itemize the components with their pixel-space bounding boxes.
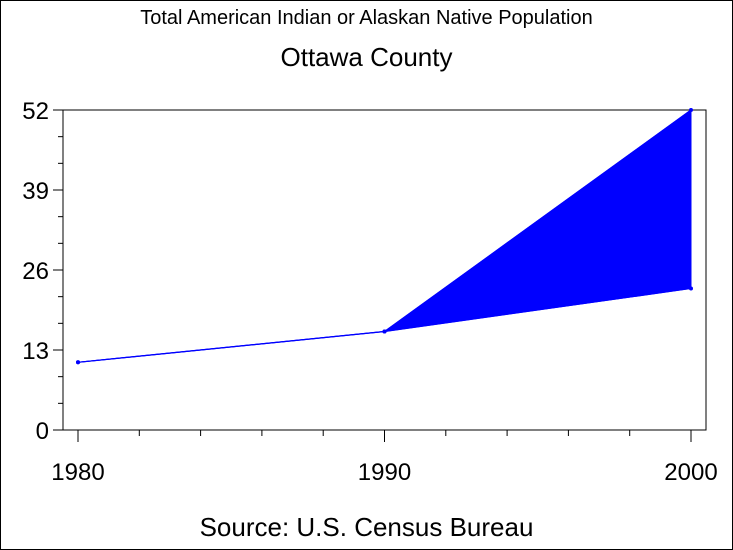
data-point-s2-2000 bbox=[689, 286, 693, 291]
y-tick-label-26: 26 bbox=[22, 258, 49, 285]
data-point-s2-1980 bbox=[76, 360, 80, 365]
y-tick-label-39: 39 bbox=[22, 178, 49, 205]
chart-subtitle: Ottawa County bbox=[280, 42, 453, 72]
x-tick-label-1990: 1990 bbox=[358, 459, 411, 486]
series-fill-area bbox=[77, 109, 692, 363]
data-point-s2-1990 bbox=[382, 329, 387, 334]
chart-source-footer: Source: U.S. Census Bureau bbox=[199, 512, 534, 542]
data-point-s1-2000 bbox=[689, 108, 693, 112]
x-tick-label-1980: 1980 bbox=[51, 459, 104, 486]
chart-title: Total American Indian or Alaskan Native … bbox=[140, 7, 593, 29]
y-tick-label-0: 0 bbox=[36, 418, 49, 445]
y-tick-label-13: 13 bbox=[22, 338, 49, 365]
x-tick-label-2000: 2000 bbox=[664, 459, 717, 486]
y-tick-label-52: 52 bbox=[22, 98, 49, 125]
